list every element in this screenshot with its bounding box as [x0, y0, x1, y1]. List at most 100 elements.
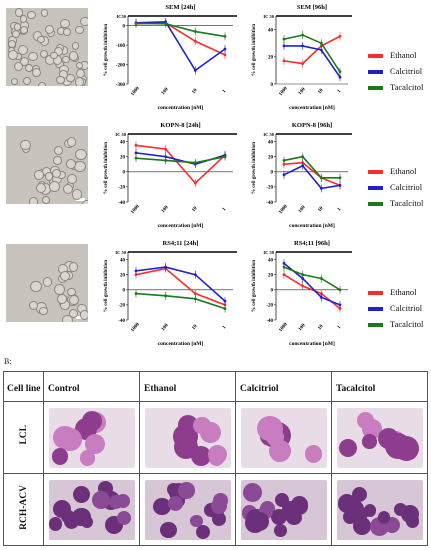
stained-cell [274, 524, 288, 538]
series-line-tacalcitol [283, 155, 340, 179]
data-point-calcitriol [193, 273, 197, 277]
series-line-calcitriol [135, 266, 226, 302]
data-point-ethanol [223, 53, 227, 57]
cell-blob [80, 16, 88, 27]
cell-blob [53, 283, 65, 295]
series-line-tacalcitol [283, 34, 341, 73]
chart-rs411-24h: RS4;11 [24h] IC 50 40 20 0 -20 -40 1000 100 10 1 co… [104, 240, 237, 347]
cell-blob [75, 148, 87, 161]
row-header-lcl: LCL [18, 425, 29, 445]
cell-blob [36, 182, 47, 193]
stained-cell [91, 491, 110, 510]
y-tick-label: -20 [118, 304, 125, 309]
histology-lcl-ethanol [144, 407, 231, 468]
y-tick-label: -200 [116, 63, 126, 68]
data-point-tacalcitol [164, 159, 168, 162]
data-point-tacalcitol [223, 307, 227, 311]
x-tick-label: 10 [191, 88, 198, 95]
data-point-tacalcitol [282, 37, 286, 41]
y-tick-label: 20 [268, 155, 274, 160]
y-tick-label: 0 [123, 289, 126, 294]
data-point-ethanol [193, 39, 197, 43]
scale-bar [76, 198, 85, 201]
x-tick-label: 1000 [278, 322, 289, 333]
stained-cell [250, 511, 269, 531]
cell-blob [50, 51, 58, 59]
y-tick-label: -40 [118, 319, 125, 324]
cell-blob [42, 277, 52, 287]
cell-blob [20, 26, 29, 35]
x-tick-label: 1000 [130, 86, 141, 97]
y-tick-label: 40 [268, 258, 274, 263]
cell-blob [60, 271, 70, 282]
ic50-label: IC 50 [263, 250, 274, 255]
legend-swatch-tacalcitol [368, 202, 383, 206]
stained-cell [210, 497, 227, 514]
data-point-calcitriol [338, 75, 342, 79]
y-axis-label: % cell growth inhibition [252, 260, 257, 312]
data-point-calcitriol [223, 299, 227, 303]
stained-cell [268, 440, 291, 463]
data-point-ethanol [338, 35, 342, 38]
x-axis-label: concentration [nM] [158, 223, 204, 229]
histology-table: Cell line Control Ethanol Calcitriol Tac… [3, 371, 428, 546]
series-line-tacalcitol [135, 292, 226, 310]
legend-sem: Ethanol Calcitriol Tacalcitol [368, 50, 430, 98]
x-tick-label: 100 [298, 323, 307, 332]
y-tick-label: 20 [120, 155, 126, 160]
col-header-ethanol: Ethanol [144, 383, 177, 394]
data-point-calcitriol [319, 48, 323, 52]
col-header-control: Control [48, 383, 80, 394]
x-tick-label: 1 [222, 207, 228, 213]
cell-blob [28, 196, 39, 204]
cell-blob [44, 172, 53, 181]
data-point-tacalcitol [282, 159, 286, 162]
histology-lcl-calcitriol [240, 407, 327, 468]
cell-blob [19, 15, 28, 23]
stained-cell [191, 446, 212, 466]
stained-cell [153, 497, 171, 515]
cell-blob [56, 294, 67, 305]
data-point-ethanol [193, 181, 197, 185]
stained-cell [159, 521, 177, 539]
data-point-tacalcitol [282, 265, 286, 269]
cell-blob [14, 61, 24, 72]
chart-title: RS4;11 [24h] [163, 240, 199, 247]
x-tick-label: 1000 [278, 86, 289, 97]
histology-lcl-tacalcitol [336, 407, 423, 468]
chart-rs411-96h: RS4;11 [96h] IC 50 40 20 0 -20 -40 1000 100 10 1 co… [252, 240, 352, 347]
data-point-tacalcitol [223, 155, 227, 159]
data-point-calcitriol [301, 44, 305, 48]
cell-blob [68, 51, 78, 61]
y-axis-label: % cell growth inhibition [252, 24, 257, 76]
ic50-label: IC 50 [263, 132, 274, 137]
series-line-ethanol [283, 35, 341, 65]
col-header-calcitriol: Calcitriol [240, 383, 279, 394]
legend-swatch-calcitriol [368, 307, 383, 311]
series-line-calcitriol [284, 45, 341, 78]
chart-title: KOPN-8 [24h] [160, 122, 200, 129]
cell-blob [74, 25, 84, 35]
data-point-tacalcitol [134, 292, 138, 295]
x-tick-label: 1 [337, 89, 343, 95]
x-tick-label: 10 [317, 324, 324, 331]
x-tick-label: 1000 [130, 322, 141, 333]
cell-blob [34, 170, 44, 180]
stained-cell [208, 449, 225, 466]
cell-blob [66, 173, 78, 185]
x-tick-label: 100 [298, 87, 307, 96]
data-point-tacalcitol [301, 155, 305, 159]
micrograph-rs411 [6, 244, 88, 322]
y-tick-label: -300 [116, 83, 126, 88]
series-line-ethanol [135, 267, 226, 306]
series-line-tacalcitol [135, 22, 226, 38]
cell-blob [31, 67, 41, 77]
stained-cell [377, 427, 400, 449]
data-point-calcitriol [223, 47, 227, 51]
ic50-label: IC 50 [115, 132, 126, 137]
stained-cell [394, 503, 408, 517]
series-line-ethanol [283, 161, 341, 187]
y-axis-label: % cell growth inhibition [252, 142, 257, 194]
y-axis-label: % cell growth inhibition [104, 260, 109, 312]
chart-kopn8-96h: KOPN-8 [96h] IC 50 40 20 0 -20 -40 1000 100 10 1 co… [252, 122, 352, 229]
